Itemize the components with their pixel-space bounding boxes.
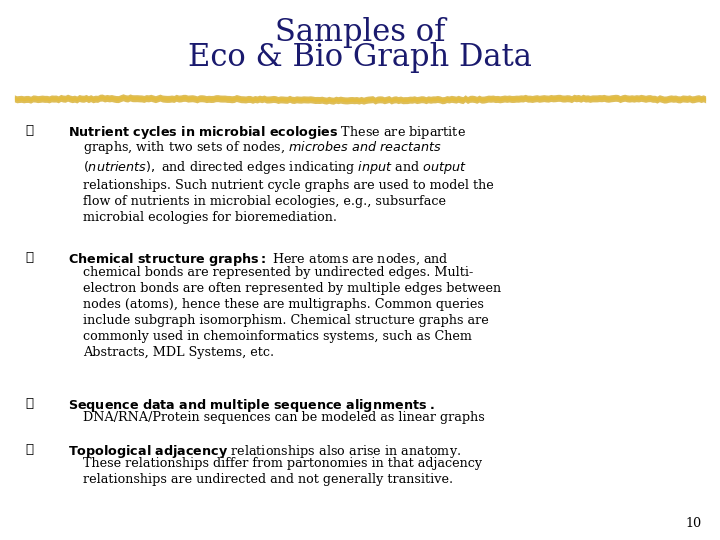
Text: chemical bonds are represented by undirected edges. Multi-
electron bonds are of: chemical bonds are represented by undire… — [83, 266, 501, 359]
Text: Eco & Bio Graph Data: Eco & Bio Graph Data — [188, 42, 532, 73]
Text: $\bf{Topological\ adjacency}$ relationships also arise in anatomy.: $\bf{Topological\ adjacency}$ relationsh… — [68, 443, 462, 460]
Text: ☞: ☞ — [25, 443, 33, 456]
Text: Samples of: Samples of — [275, 17, 445, 48]
Text: These relationships differ from partonomies in that adjacency
relationships are : These relationships differ from partonom… — [83, 457, 482, 487]
Text: $\bf{Chemical\ structure\ graphs:}$ Here atoms are nodes, and: $\bf{Chemical\ structure\ graphs:}$ Here… — [68, 251, 449, 268]
Text: $\bf{Nutrient\ cycles\ in\ microbial\ ecologies}$ These are bipartite: $\bf{Nutrient\ cycles\ in\ microbial\ ec… — [68, 124, 467, 141]
Text: DNA/RNA/Protein sequences can be modeled as linear graphs: DNA/RNA/Protein sequences can be modeled… — [83, 411, 485, 424]
Text: graphs, with two sets of nodes, $\it{microbes\ and\ reactants}$
$\it{(nutrients): graphs, with two sets of nodes, $\it{mic… — [83, 139, 493, 224]
Text: ☞: ☞ — [25, 251, 33, 264]
Text: 10: 10 — [686, 517, 702, 530]
Text: ☞: ☞ — [25, 397, 33, 410]
Text: $\bf{Sequence\ data\ and\ multiple\ sequence\ alignments\ .}$: $\bf{Sequence\ data\ and\ multiple\ sequ… — [68, 397, 436, 414]
Text: ☞: ☞ — [25, 124, 33, 137]
